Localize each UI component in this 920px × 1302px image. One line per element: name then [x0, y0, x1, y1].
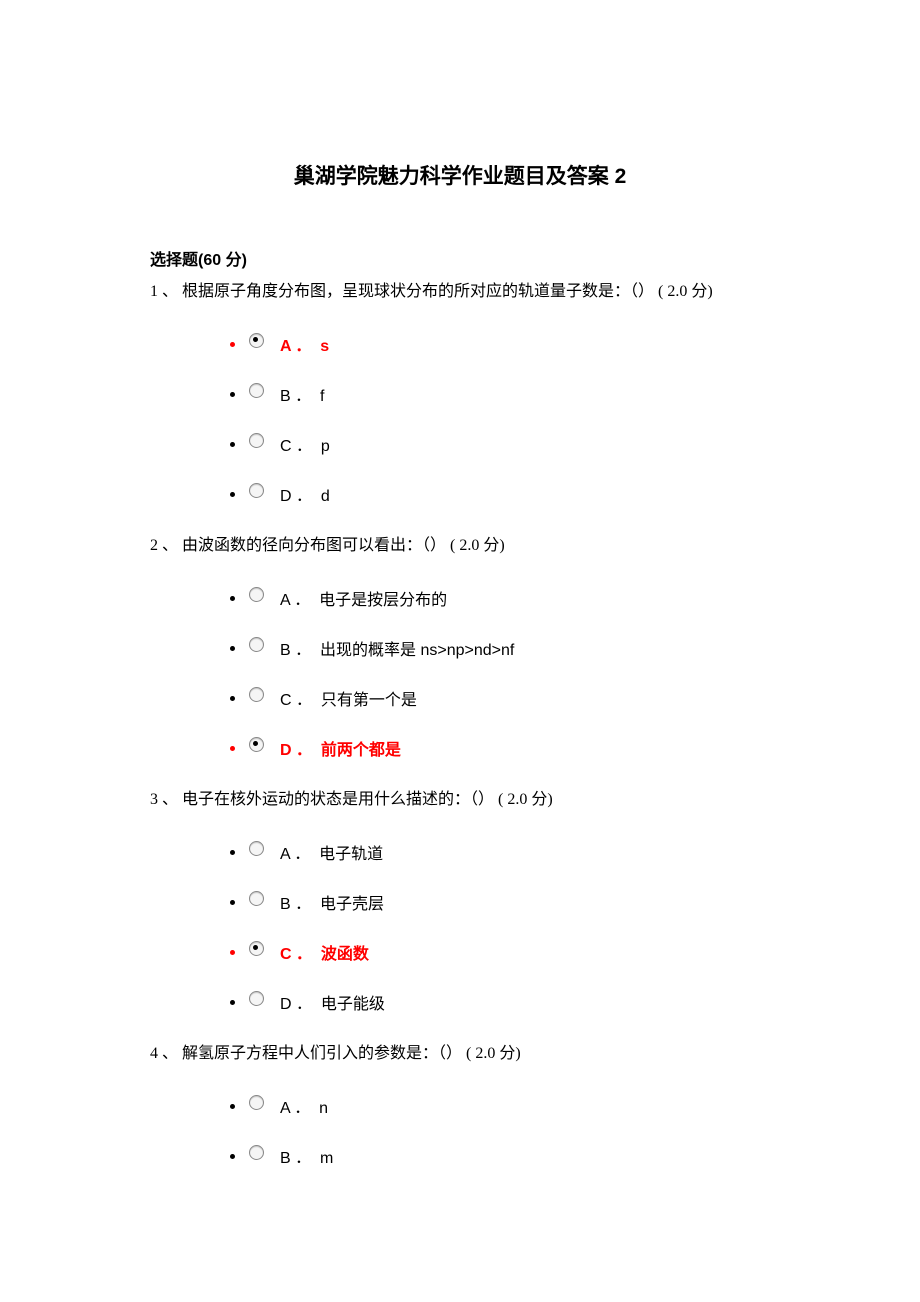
option-row: B ． 出现的概率是 ns>np>nd>nf	[150, 636, 770, 660]
option-row: D ． 电子能级	[150, 990, 770, 1014]
option-label: B ． m	[280, 1144, 333, 1168]
radio-button[interactable]	[249, 1145, 264, 1160]
option-label: B ． 出现的概率是 ns>np>nd>nf	[280, 636, 514, 660]
radio-button[interactable]	[249, 637, 264, 652]
bullet-icon	[230, 392, 235, 397]
options-list: A ． 电子是按层分布的 B ． 出现的概率是 ns>np>nd>nf C ． 只有…	[150, 586, 770, 760]
bullet-icon	[230, 900, 235, 905]
page-title: 巢湖学院魅力科学作业题目及答案 2	[150, 160, 770, 190]
option-row: B ． m	[150, 1144, 770, 1168]
section-header: 选择题(60 分)	[150, 246, 770, 270]
option-row: B ． f	[150, 382, 770, 406]
bullet-icon	[230, 1154, 235, 1159]
option-row: D ． 前两个都是	[150, 736, 770, 760]
radio-button[interactable]	[249, 333, 264, 348]
bullet-icon	[230, 696, 235, 701]
option-label: D ． 前两个都是	[280, 736, 401, 760]
option-label: C ． 只有第一个是	[280, 686, 417, 710]
question-text: 1 、 根据原子角度分布图，呈现球状分布的所对应的轨道量子数是：（） ( 2.0…	[150, 280, 770, 304]
option-label: D ． d	[280, 482, 330, 506]
bullet-icon	[230, 746, 235, 751]
questions-container: 1 、 根据原子角度分布图，呈现球状分布的所对应的轨道量子数是：（） ( 2.0…	[150, 280, 770, 1168]
option-row: C ． 波函数	[150, 940, 770, 964]
question-text: 2 、 由波函数的径向分布图可以看出：（） ( 2.0 分)	[150, 534, 770, 558]
option-label: A ． n	[280, 1094, 328, 1118]
bullet-icon	[230, 950, 235, 955]
option-row: A ． 电子是按层分布的	[150, 586, 770, 610]
option-row: C ． 只有第一个是	[150, 686, 770, 710]
radio-button[interactable]	[249, 1095, 264, 1110]
radio-button[interactable]	[249, 941, 264, 956]
page: 巢湖学院魅力科学作业题目及答案 2 选择题(60 分) 1 、 根据原子角度分布…	[0, 0, 920, 1256]
option-label: A ． s	[280, 332, 329, 356]
radio-button[interactable]	[249, 383, 264, 398]
option-row: B ． 电子壳层	[150, 890, 770, 914]
bullet-icon	[230, 492, 235, 497]
radio-button[interactable]	[249, 483, 264, 498]
radio-button[interactable]	[249, 687, 264, 702]
bullet-icon	[230, 1104, 235, 1109]
options-list: A ． s B ． f C ． p D ． d	[150, 332, 770, 506]
bullet-icon	[230, 342, 235, 347]
option-row: D ． d	[150, 482, 770, 506]
radio-button[interactable]	[249, 433, 264, 448]
options-list: A ． n B ． m	[150, 1094, 770, 1168]
option-row: A ． n	[150, 1094, 770, 1118]
radio-button[interactable]	[249, 841, 264, 856]
radio-button[interactable]	[249, 587, 264, 602]
bullet-icon	[230, 1000, 235, 1005]
question-text: 4 、 解氢原子方程中人们引入的参数是：（） ( 2.0 分)	[150, 1042, 770, 1066]
option-row: A ． 电子轨道	[150, 840, 770, 864]
option-label: C ． 波函数	[280, 940, 369, 964]
option-label: A ． 电子轨道	[280, 840, 383, 864]
radio-button[interactable]	[249, 991, 264, 1006]
bullet-icon	[230, 646, 235, 651]
bullet-icon	[230, 442, 235, 447]
option-row: A ． s	[150, 332, 770, 356]
option-label: D ． 电子能级	[280, 990, 385, 1014]
question: 3 、 电子在核外运动的状态是用什么描述的：（） ( 2.0 分) A ． 电子轨…	[150, 788, 770, 1014]
option-row: C ． p	[150, 432, 770, 456]
option-label: A ． 电子是按层分布的	[280, 586, 447, 610]
question: 2 、 由波函数的径向分布图可以看出：（） ( 2.0 分) A ． 电子是按层分…	[150, 534, 770, 760]
radio-button[interactable]	[249, 737, 264, 752]
bullet-icon	[230, 850, 235, 855]
option-label: C ． p	[280, 432, 330, 456]
question-text: 3 、 电子在核外运动的状态是用什么描述的：（） ( 2.0 分)	[150, 788, 770, 812]
question: 4 、 解氢原子方程中人们引入的参数是：（） ( 2.0 分) A ． n B ． …	[150, 1042, 770, 1168]
options-list: A ． 电子轨道 B ． 电子壳层 C ． 波函数 D ． 电子能级	[150, 840, 770, 1014]
question: 1 、 根据原子角度分布图，呈现球状分布的所对应的轨道量子数是：（） ( 2.0…	[150, 280, 770, 506]
radio-button[interactable]	[249, 891, 264, 906]
option-label: B ． f	[280, 382, 324, 406]
option-label: B ． 电子壳层	[280, 890, 384, 914]
bullet-icon	[230, 596, 235, 601]
